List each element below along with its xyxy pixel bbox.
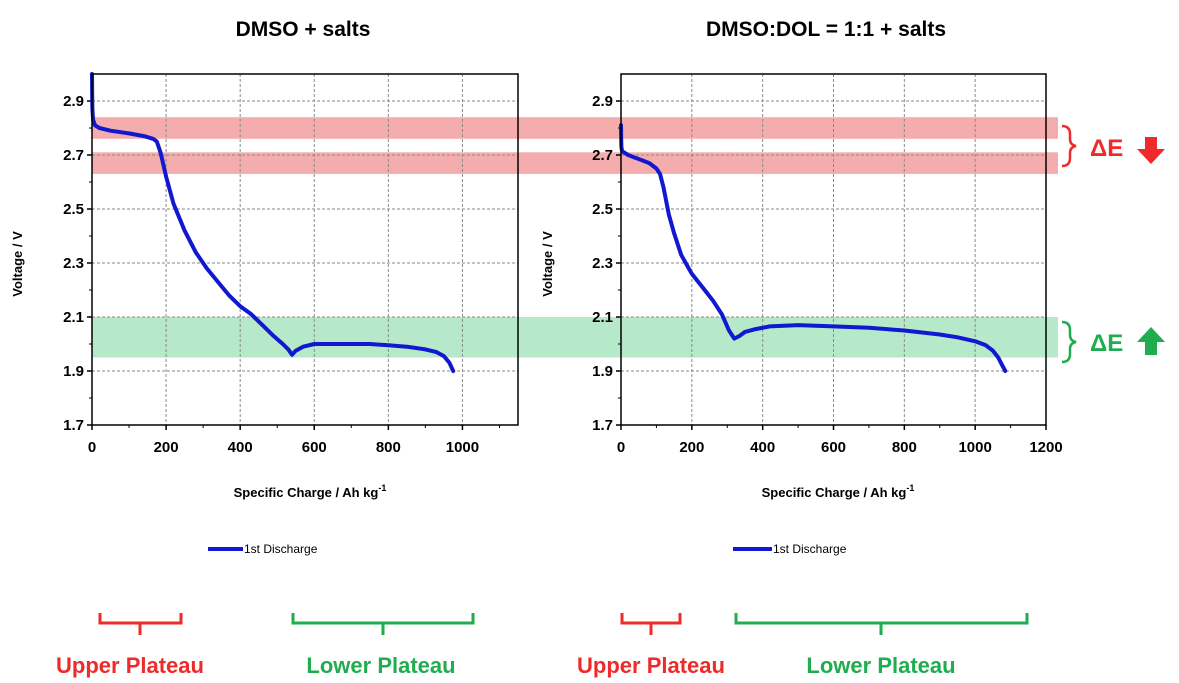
lower-plateau-right: Lower Plateau: [734, 613, 1029, 678]
y-tick-label-left: 2.7: [63, 147, 84, 164]
x-axis-label-right: Specific Charge / Ah kg-1: [762, 483, 915, 500]
x-tick-label-right: 1000: [958, 439, 991, 456]
chart-title-right: DMSO:DOL = 1:1 + salts: [706, 18, 946, 41]
lower-band-0: [92, 317, 1058, 339]
y-tick-label-right: 2.1: [592, 309, 613, 326]
y-tick-label-left: 2.9: [63, 93, 84, 110]
plot-frame-left: [91, 73, 519, 426]
x-tick-label-left: 200: [154, 439, 179, 456]
y-axis-label-left: Voltage / V: [10, 231, 25, 297]
legend-left: 1st Discharge: [208, 542, 318, 556]
upper-plateau-right: Upper Plateau: [577, 613, 725, 678]
x-tick-label-right: 600: [821, 439, 846, 456]
delta-e-lower-label: ΔE: [1090, 330, 1123, 357]
lower-plateau-label-right: Lower Plateau: [806, 653, 955, 678]
y-tick-label-left: 2.1: [63, 309, 84, 326]
x-tick-label-right: 200: [679, 439, 704, 456]
plateau-brackets: Upper Plateau Lower Plateau Upper Platea…: [56, 613, 1029, 678]
chart-title-left: DMSO + salts: [236, 18, 371, 41]
y-tick-label-right: 1.7: [592, 417, 613, 434]
x-tick-label-right: 800: [892, 439, 917, 456]
legend-label-left: 1st Discharge: [244, 542, 318, 556]
y-tick-label-right: 2.5: [592, 201, 613, 218]
y-tick-label-right: 1.9: [592, 363, 613, 380]
panel-dmso-dol: DMSO:DOL = 1:1 + salts 1.7 1.9 2.1 2.3 2.5 2.…: [540, 18, 1063, 556]
x-tick-label-left: 1000: [446, 439, 479, 456]
x-axis-label-superscript-left: -1: [378, 483, 386, 493]
upper-plateau-left: Upper Plateau: [56, 613, 204, 678]
bracket-lower-right: [734, 613, 1029, 635]
x-axis-label-text-left: Specific Charge / Ah kg: [234, 485, 379, 500]
bracket-lower-left: [291, 613, 475, 635]
y-tick-label-right: 2.7: [592, 147, 613, 164]
arrow-up-icon: [1137, 327, 1165, 355]
x-tick-label-right: 0: [617, 439, 625, 456]
brace-lower: [1061, 320, 1077, 364]
y-tick-label-right: 2.9: [592, 93, 613, 110]
lower-band-1: [92, 338, 1058, 358]
lower-plateau-label-left: Lower Plateau: [306, 653, 455, 678]
upper-band-0: [92, 117, 1058, 139]
x-tick-label-right: 1200: [1029, 439, 1062, 456]
y-axis-label-right: Voltage / V: [540, 231, 555, 297]
y-tick-label-left: 2.3: [63, 255, 84, 272]
series-line-1st-discharge-right: [619, 123, 1008, 373]
panel-dmso: DMSO + salts 1.7 1.9 2.1 2.3 2.5 2.7 2.9 0 200 40…: [10, 18, 519, 556]
upper-band-1: [92, 152, 1058, 174]
delta-e-upper-label: ΔE: [1090, 135, 1123, 162]
voltage-bands: [92, 117, 1058, 358]
x-tick-label-left: 800: [376, 439, 401, 456]
delta-e-upper: ΔE: [1061, 124, 1165, 168]
x-axis-label-text-right: Specific Charge / Ah kg: [762, 485, 907, 500]
x-tick-label-right: 400: [750, 439, 775, 456]
brace-upper: [1061, 124, 1077, 168]
upper-plateau-label-right: Upper Plateau: [577, 653, 725, 678]
x-tick-label-left: 600: [302, 439, 327, 456]
plot-frame-right: [620, 73, 1047, 426]
arrow-down-icon: [1137, 137, 1165, 164]
bracket-upper-right: [620, 613, 682, 635]
x-tick-label-left: 400: [228, 439, 253, 456]
x-tick-label-left: 0: [88, 439, 96, 456]
y-tick-label-right: 2.3: [592, 255, 613, 272]
legend-label-right: 1st Discharge: [773, 542, 847, 556]
x-axis-label-left: Specific Charge / Ah kg-1: [234, 483, 387, 500]
upper-plateau-label-left: Upper Plateau: [56, 653, 204, 678]
y-tick-label-left: 2.5: [63, 201, 84, 218]
y-tick-label-left: 1.9: [63, 363, 84, 380]
delta-e-lower: ΔE: [1061, 320, 1165, 364]
lower-plateau-left: Lower Plateau: [291, 613, 475, 678]
x-axis-label-superscript-right: -1: [906, 483, 914, 493]
bracket-upper-left: [98, 613, 183, 635]
legend-right: 1st Discharge: [733, 542, 847, 556]
y-tick-label-left: 1.7: [63, 417, 84, 434]
series-line-1st-discharge-left: [90, 72, 456, 373]
